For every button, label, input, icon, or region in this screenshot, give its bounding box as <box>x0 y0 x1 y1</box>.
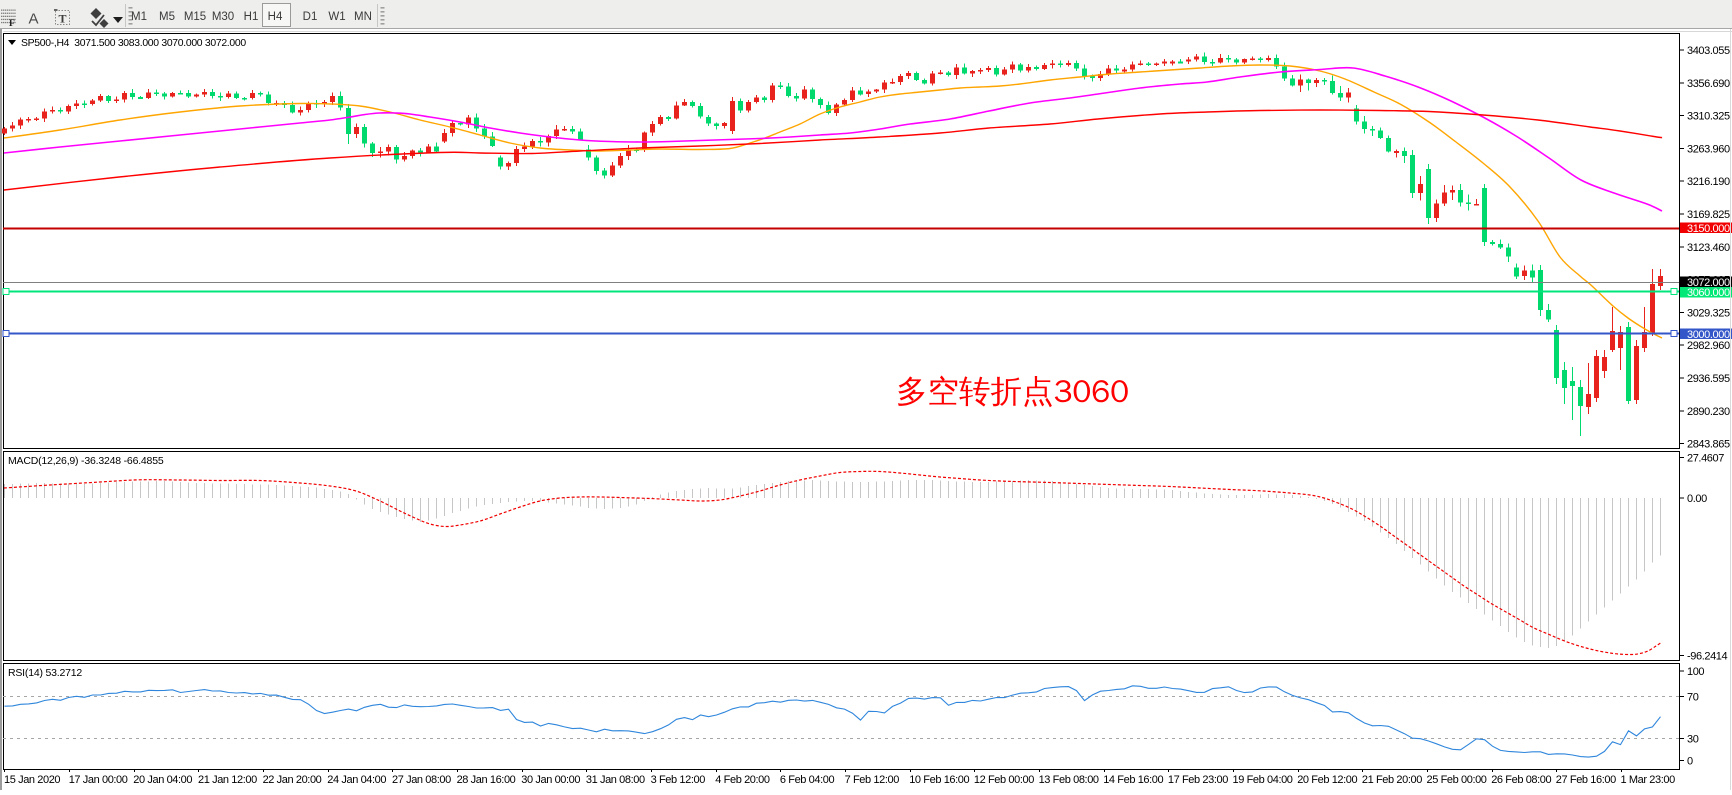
svg-text:3356.690: 3356.690 <box>1687 78 1730 90</box>
svg-text:30: 30 <box>1687 734 1699 746</box>
svg-text:M30: M30 <box>212 11 234 23</box>
svg-text:12 Feb 00:00: 12 Feb 00:00 <box>974 774 1034 786</box>
svg-text:2890.230: 2890.230 <box>1687 406 1730 418</box>
svg-text:H4: H4 <box>268 11 283 23</box>
svg-text:3310.325: 3310.325 <box>1687 111 1730 123</box>
svg-text:3000.000: 3000.000 <box>1687 329 1730 341</box>
svg-text:MACD(12,26,9) -36.3248 -66.485: MACD(12,26,9) -36.3248 -66.4855 <box>8 455 164 467</box>
svg-text:15 Jan 2020: 15 Jan 2020 <box>4 774 60 786</box>
svg-text:30 Jan 00:00: 30 Jan 00:00 <box>521 774 580 786</box>
svg-text:-96.2414: -96.2414 <box>1687 651 1728 663</box>
svg-text:3216.190: 3216.190 <box>1687 176 1730 188</box>
svg-text:RSI(14) 53.2712: RSI(14) 53.2712 <box>8 667 82 679</box>
svg-text:19 Feb 04:00: 19 Feb 04:00 <box>1233 774 1293 786</box>
svg-text:100: 100 <box>1687 666 1704 678</box>
svg-text:70: 70 <box>1687 692 1699 704</box>
svg-text:M5: M5 <box>159 11 175 23</box>
svg-text:24 Jan 04:00: 24 Jan 04:00 <box>327 774 386 786</box>
svg-text:27.4607: 27.4607 <box>1687 453 1724 465</box>
svg-text:3029.325: 3029.325 <box>1687 307 1730 319</box>
svg-text:M15: M15 <box>184 11 206 23</box>
svg-text:6 Feb 04:00: 6 Feb 04:00 <box>780 774 835 786</box>
svg-text:3060.000: 3060.000 <box>1687 287 1730 299</box>
svg-text:7 Feb 12:00: 7 Feb 12:00 <box>845 774 900 786</box>
svg-text:21 Jan 12:00: 21 Jan 12:00 <box>198 774 257 786</box>
svg-text:M1: M1 <box>131 11 147 23</box>
svg-text:4 Feb 20:00: 4 Feb 20:00 <box>715 774 770 786</box>
svg-text:3263.960: 3263.960 <box>1687 143 1730 155</box>
svg-text:D1: D1 <box>303 11 318 23</box>
svg-text:1 Mar 23:00: 1 Mar 23:00 <box>1621 774 1676 786</box>
svg-text:31 Jan 08:00: 31 Jan 08:00 <box>586 774 645 786</box>
svg-text:22 Jan 20:00: 22 Jan 20:00 <box>263 774 322 786</box>
svg-text:3403.055: 3403.055 <box>1687 45 1730 57</box>
svg-text:2982.960: 2982.960 <box>1687 340 1730 352</box>
svg-text:0: 0 <box>1687 756 1693 768</box>
svg-text:28 Jan 16:00: 28 Jan 16:00 <box>457 774 516 786</box>
svg-text:3123.460: 3123.460 <box>1687 242 1730 254</box>
svg-text:25 Feb 00:00: 25 Feb 00:00 <box>1427 774 1487 786</box>
svg-text:27 Feb 16:00: 27 Feb 16:00 <box>1556 774 1616 786</box>
svg-text:17 Jan 00:00: 17 Jan 00:00 <box>69 774 128 786</box>
svg-text:27 Jan 08:00: 27 Jan 08:00 <box>392 774 451 786</box>
svg-text:3072.000: 3072.000 <box>1687 277 1730 289</box>
svg-text:3150.000: 3150.000 <box>1687 223 1730 235</box>
svg-text:3 Feb 12:00: 3 Feb 12:00 <box>651 774 706 786</box>
svg-text:21 Feb 20:00: 21 Feb 20:00 <box>1362 774 1422 786</box>
svg-text:0.00: 0.00 <box>1687 493 1707 505</box>
svg-text:T: T <box>59 12 67 26</box>
svg-text:A: A <box>29 11 39 28</box>
svg-text:MN: MN <box>354 11 372 23</box>
svg-text:2936.595: 2936.595 <box>1687 373 1730 385</box>
svg-text:13 Feb 08:00: 13 Feb 08:00 <box>1039 774 1099 786</box>
svg-text:W1: W1 <box>328 11 345 23</box>
svg-text:17 Feb 23:00: 17 Feb 23:00 <box>1168 774 1228 786</box>
svg-text:F: F <box>9 19 15 29</box>
svg-text:20 Jan 04:00: 20 Jan 04:00 <box>133 774 192 786</box>
svg-text:3169.825: 3169.825 <box>1687 209 1730 221</box>
svg-text:H1: H1 <box>244 11 259 23</box>
svg-text:2843.865: 2843.865 <box>1687 439 1730 451</box>
svg-text:14 Feb 16:00: 14 Feb 16:00 <box>1103 774 1163 786</box>
svg-text:SP500-,H4 3071.500 3083.000 3: SP500-,H4 3071.500 3083.000 3070.000 307… <box>21 38 246 49</box>
svg-text:26 Feb 08:00: 26 Feb 08:00 <box>1491 774 1551 786</box>
svg-text:20 Feb 12:00: 20 Feb 12:00 <box>1297 774 1357 786</box>
svg-text:10 Feb 16:00: 10 Feb 16:00 <box>909 774 969 786</box>
